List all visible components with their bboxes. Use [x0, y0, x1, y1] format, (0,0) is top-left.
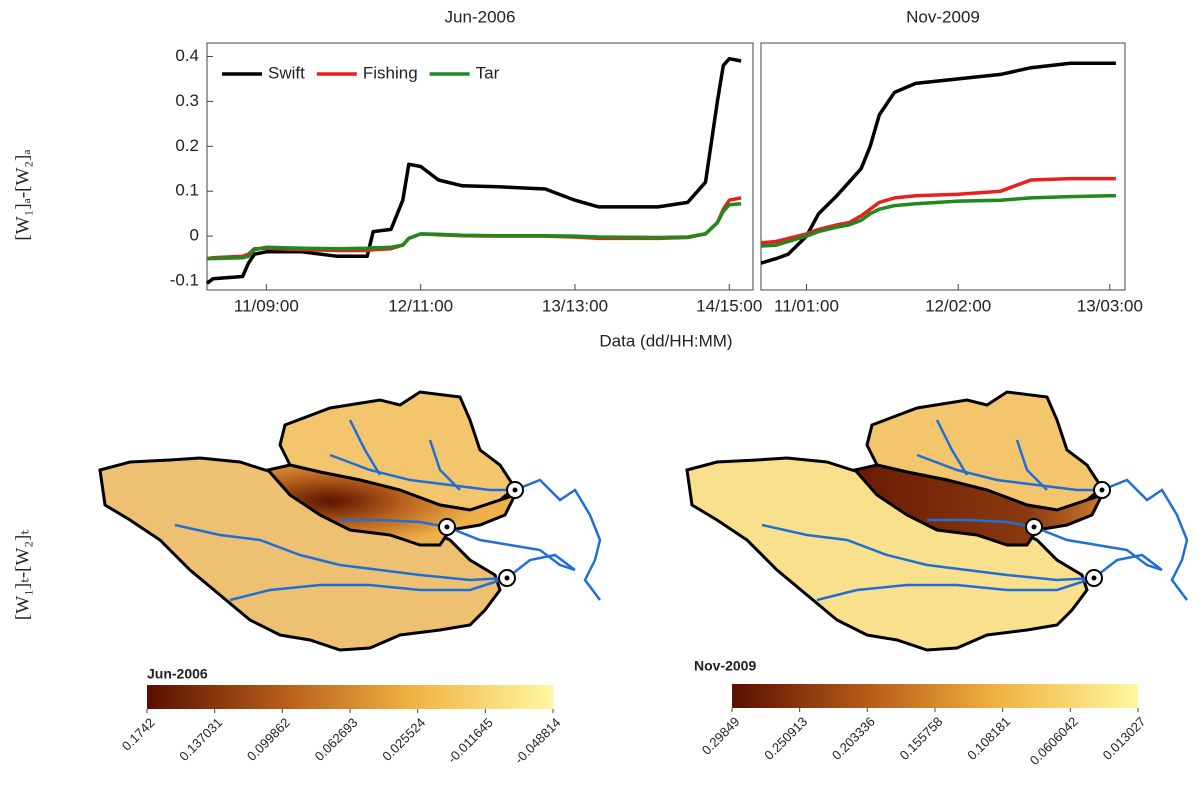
river — [506, 553, 576, 579]
y-tick-label: 0.3 — [175, 91, 199, 110]
river — [446, 525, 576, 572]
x-tick-label: 13/03:00 — [1077, 296, 1143, 315]
chart-title: Nov-2009 — [906, 7, 980, 26]
series-line — [760, 176, 1116, 245]
legend-label: Fishing — [363, 63, 418, 82]
colorbar-tick-label: 0.203336 — [829, 714, 878, 763]
river — [340, 518, 448, 529]
y-tick-label: 0.1 — [175, 181, 199, 200]
legend-label: Swift — [268, 63, 305, 82]
colorbar-title: Nov-2009 — [694, 658, 756, 674]
colorbar-tick-label: 0.29849 — [699, 714, 743, 758]
river — [348, 419, 382, 476]
x-tick-label: 13/13:00 — [542, 296, 608, 315]
outlet-dot — [1091, 575, 1097, 581]
x-tick-label: 12/11:00 — [388, 296, 453, 315]
colorbar-tick-label: 0.1742 — [119, 715, 158, 754]
x-tick-label: 14/15:00 — [696, 296, 762, 315]
x-tick-label: 11/09:00 — [234, 296, 299, 315]
row-label: [W₁]ₜ-[W₂]ₜ — [12, 530, 33, 620]
river — [916, 453, 1102, 492]
series-line — [205, 56, 742, 285]
map — [98, 390, 602, 652]
series-line — [207, 202, 742, 261]
colorbar-tick-label: 0.155758 — [897, 714, 946, 763]
river — [174, 523, 508, 582]
river — [329, 453, 515, 492]
colorbar-tick-label: 0.250913 — [761, 714, 810, 763]
plot-frame — [760, 42, 1126, 291]
outlet-dot — [512, 487, 518, 493]
river — [927, 518, 1035, 529]
colorbar-tick-label: 0.137031 — [176, 715, 225, 764]
colorbar-tick-label: 0.108181 — [964, 714, 1013, 763]
outlet-dot — [504, 575, 510, 581]
colorbar-tick-label: 0.0606042 — [1027, 714, 1081, 768]
colorbar-tick-label: 0.025524 — [379, 715, 428, 764]
river — [816, 576, 1095, 602]
series-line — [760, 61, 1116, 265]
river — [1033, 525, 1163, 572]
river — [514, 478, 602, 601]
outlet-dot — [1099, 487, 1105, 493]
row-label: [W₁]ₐ-[W₂]ₐ — [12, 149, 33, 240]
y-tick-label: 0 — [190, 226, 199, 245]
river — [1101, 478, 1189, 601]
colorbar — [732, 684, 1138, 708]
x-axis-label: Data (dd/HH:MM) — [599, 331, 732, 350]
chart-title: Jun-2006 — [445, 7, 516, 26]
river — [229, 576, 508, 602]
y-tick-label: 0.4 — [175, 46, 199, 65]
colorbar-title: Jun-2006 — [147, 666, 208, 682]
x-tick-label: 11/01:00 — [774, 296, 839, 315]
y-tick-label: -0.1 — [170, 271, 199, 290]
colorbar — [147, 685, 553, 709]
river — [1093, 553, 1163, 579]
colorbar-tick-label: 0.013027 — [1100, 714, 1149, 763]
colorbar-tick-label: 0.099862 — [244, 715, 293, 764]
plot-frame — [206, 42, 754, 291]
y-tick-label: 0.2 — [175, 136, 199, 155]
colorbar-tick-label: 0.062693 — [312, 715, 361, 764]
legend-label: Tar — [476, 63, 500, 82]
outlet-dot — [444, 524, 450, 530]
river — [761, 523, 1095, 582]
colorbar-tick-label: -0.048814 — [512, 715, 564, 767]
map — [685, 390, 1189, 652]
x-tick-label: 12/02:00 — [925, 296, 991, 315]
colorbar-tick-label: -0.011645 — [445, 715, 496, 766]
river — [1015, 439, 1048, 491]
outlet-dot — [1031, 524, 1037, 530]
river — [935, 419, 969, 476]
river — [428, 439, 461, 491]
series-line — [760, 193, 1116, 248]
